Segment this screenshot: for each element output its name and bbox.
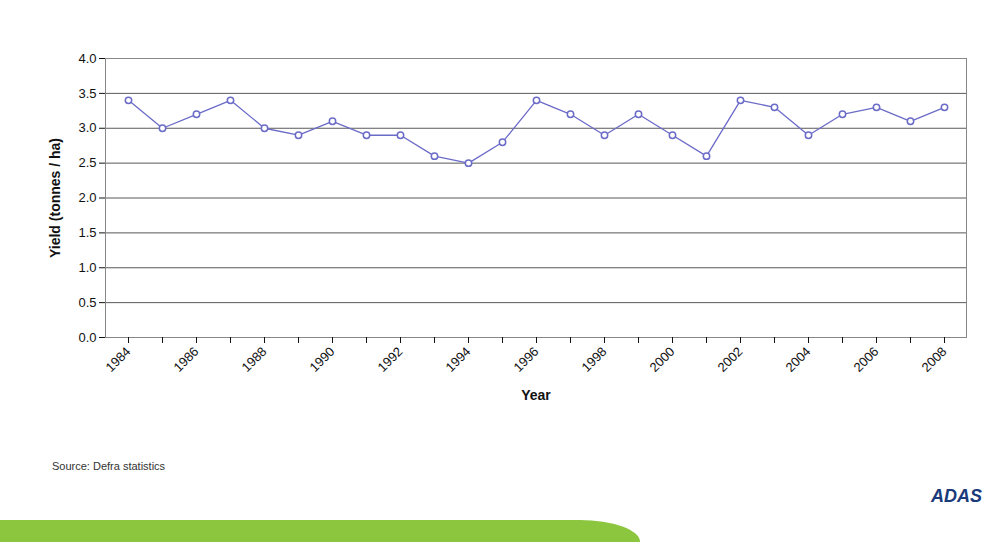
svg-text:1988: 1988 <box>239 344 270 375</box>
svg-text:Year: Year <box>521 387 551 403</box>
html-text:Source: Defra statistics: Source: Defra statistics <box>52 460 166 472</box>
svg-text:2004: 2004 <box>783 344 814 375</box>
svg-text:2.5: 2.5 <box>78 155 96 170</box>
svg-text:2006: 2006 <box>851 344 882 375</box>
svg-text:0.5: 0.5 <box>78 295 96 310</box>
svg-text:1990: 1990 <box>307 344 338 375</box>
svg-text:1986: 1986 <box>171 344 202 375</box>
svg-text:1.0: 1.0 <box>78 260 96 275</box>
svg-text:2.0: 2.0 <box>78 190 96 205</box>
svg-text:1992: 1992 <box>375 344 406 375</box>
svg-text:2008: 2008 <box>919 344 950 375</box>
svg-text:4.0: 4.0 <box>78 51 96 66</box>
svg-text:Yield (tonnes / ha): Yield (tonnes / ha) <box>47 138 63 258</box>
svg-text:3.5: 3.5 <box>78 86 96 101</box>
svg-text:1.5: 1.5 <box>78 225 96 240</box>
svg-text:0.0: 0.0 <box>78 330 96 345</box>
html-text:ADAS: ADAS <box>931 486 982 506</box>
svg-text:1994: 1994 <box>443 344 474 375</box>
svg-text:1996: 1996 <box>511 344 542 375</box>
svg-text:1984: 1984 <box>103 344 134 375</box>
svg-text:2002: 2002 <box>715 344 746 375</box>
svg-text:3.0: 3.0 <box>78 120 96 135</box>
svg-text:1998: 1998 <box>579 344 610 375</box>
svg-text:2000: 2000 <box>647 344 678 375</box>
